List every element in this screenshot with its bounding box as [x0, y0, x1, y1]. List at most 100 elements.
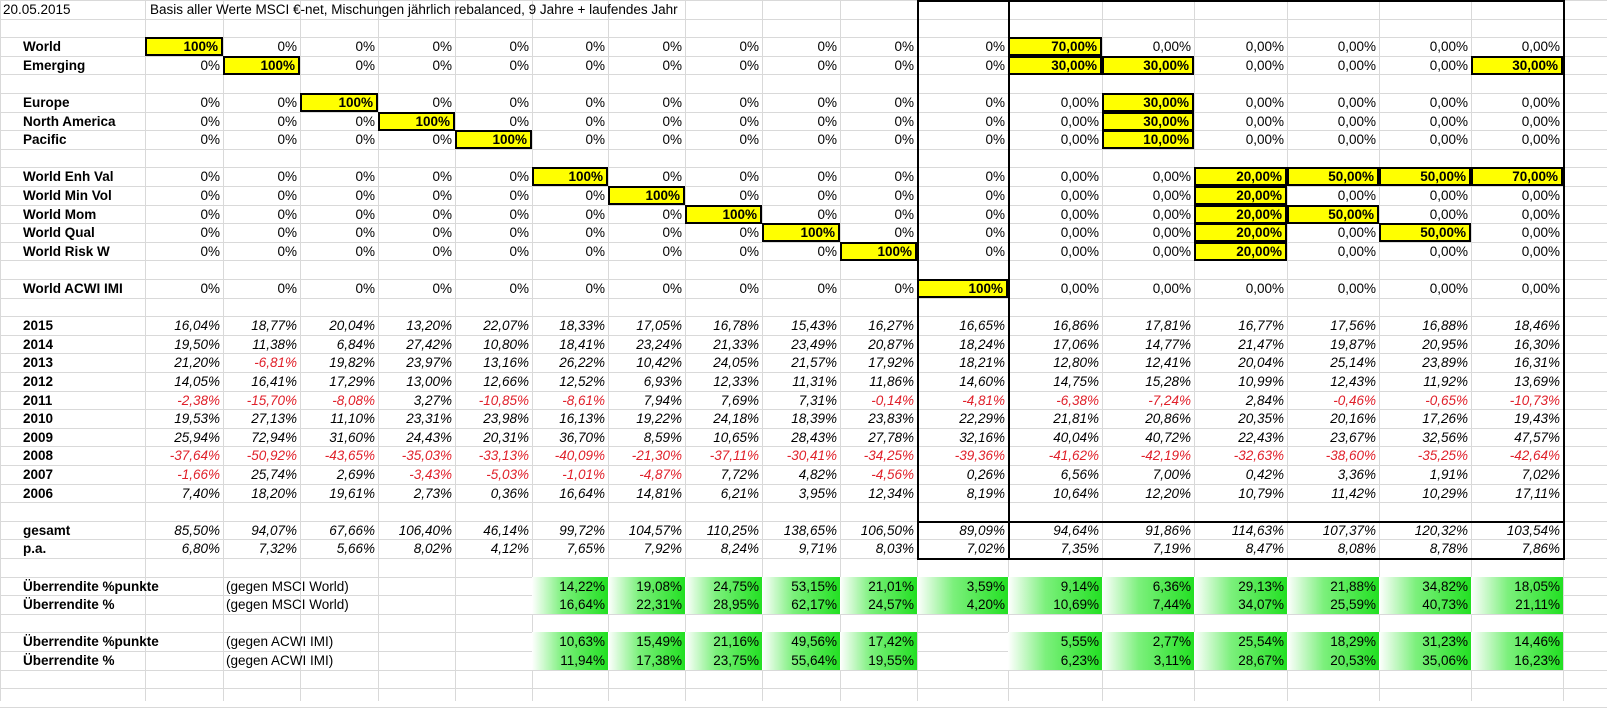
value-cell[interactable]: 0%: [985, 58, 1005, 73]
value-cell[interactable]: 0%: [585, 281, 605, 296]
value-cell[interactable]: 0%: [200, 207, 220, 222]
value-cell[interactable]: -21,30%: [631, 448, 682, 463]
value-cell[interactable]: 106,50%: [860, 523, 914, 538]
value-cell[interactable]: 0%: [355, 58, 375, 73]
value-cell[interactable]: 0,00%: [1337, 58, 1376, 73]
value-cell[interactable]: 40,04%: [1053, 430, 1099, 445]
value-cell[interactable]: 23,67%: [1330, 430, 1376, 445]
value-cell[interactable]: 30,00%: [1102, 112, 1194, 131]
value-cell[interactable]: 5,66%: [336, 541, 375, 556]
value-cell[interactable]: 23,98%: [483, 411, 529, 426]
value-cell[interactable]: -38,60%: [1325, 448, 1376, 463]
value-cell[interactable]: 17,29%: [329, 374, 375, 389]
value-cell[interactable]: 28,67%: [1194, 651, 1287, 670]
value-cell[interactable]: 18,29%: [1287, 632, 1379, 651]
value-cell[interactable]: 16,78%: [713, 318, 759, 333]
row-label[interactable]: North America: [23, 114, 116, 129]
value-cell[interactable]: -35,25%: [1417, 448, 1468, 463]
row-label[interactable]: World Mom: [23, 207, 97, 222]
value-cell[interactable]: 20,04%: [329, 318, 375, 333]
row-label[interactable]: 2015: [23, 318, 54, 333]
value-cell[interactable]: 8,47%: [1245, 541, 1284, 556]
value-cell[interactable]: 55,64%: [762, 651, 840, 670]
value-cell[interactable]: 30,00%: [1008, 56, 1102, 75]
row-label[interactable]: World Qual: [23, 225, 95, 240]
value-cell[interactable]: 0%: [355, 244, 375, 259]
value-cell[interactable]: 4,20%: [917, 595, 1008, 614]
value-cell[interactable]: -6,38%: [1056, 393, 1099, 408]
value-cell[interactable]: 47,57%: [1514, 430, 1560, 445]
value-cell[interactable]: 70,00%: [1008, 37, 1102, 56]
value-cell[interactable]: 14,05%: [174, 374, 220, 389]
value-cell[interactable]: 11,10%: [330, 411, 375, 426]
value-cell[interactable]: 0%: [509, 58, 529, 73]
value-cell[interactable]: 12,66%: [483, 374, 529, 389]
value-cell[interactable]: 0%: [739, 95, 759, 110]
value-cell[interactable]: 23,97%: [406, 355, 452, 370]
value-cell[interactable]: -43,65%: [324, 448, 375, 463]
value-cell[interactable]: 23,31%: [406, 411, 452, 426]
value-cell[interactable]: 12,80%: [1053, 355, 1099, 370]
value-cell[interactable]: 19,50%: [174, 337, 220, 352]
value-cell[interactable]: 21,20%: [174, 355, 220, 370]
value-cell[interactable]: 16,86%: [1053, 318, 1099, 333]
value-cell[interactable]: -4,87%: [639, 467, 682, 482]
row-label[interactable]: Überrendite %punkte: [23, 634, 159, 649]
value-cell[interactable]: 0,00%: [1429, 207, 1468, 222]
value-cell[interactable]: 0%: [585, 188, 605, 203]
value-cell[interactable]: 4,12%: [490, 541, 529, 556]
value-cell[interactable]: 18,05%: [1471, 577, 1563, 596]
value-cell[interactable]: 0%: [585, 58, 605, 73]
value-cell[interactable]: 0,26%: [966, 467, 1005, 482]
value-cell[interactable]: 17,26%: [1422, 411, 1468, 426]
value-cell[interactable]: 2,77%: [1102, 632, 1194, 651]
value-cell[interactable]: 0,00%: [1521, 188, 1560, 203]
value-cell[interactable]: 17,56%: [1330, 318, 1376, 333]
value-cell[interactable]: 7,92%: [643, 541, 682, 556]
value-cell[interactable]: 0%: [739, 188, 759, 203]
value-cell[interactable]: 0,00%: [1429, 58, 1468, 73]
value-cell[interactable]: 0,00%: [1152, 225, 1191, 240]
value-cell[interactable]: 0%: [200, 188, 220, 203]
value-cell[interactable]: 0%: [739, 132, 759, 147]
value-cell[interactable]: 0%: [355, 169, 375, 184]
value-cell[interactable]: 0,00%: [1060, 207, 1099, 222]
value-cell[interactable]: 0%: [817, 207, 837, 222]
value-cell[interactable]: 49,56%: [762, 632, 840, 651]
value-cell[interactable]: 0%: [662, 244, 682, 259]
value-cell[interactable]: 24,75%: [685, 577, 762, 596]
value-cell[interactable]: 7,31%: [798, 393, 837, 408]
value-cell[interactable]: 89,09%: [959, 523, 1005, 538]
value-cell[interactable]: 0%: [817, 188, 837, 203]
value-cell[interactable]: -42,19%: [1140, 448, 1191, 463]
value-cell[interactable]: 0%: [200, 132, 220, 147]
value-cell[interactable]: 0%: [509, 281, 529, 296]
value-cell[interactable]: 0%: [200, 244, 220, 259]
value-cell[interactable]: 20,04%: [1238, 355, 1284, 370]
value-cell[interactable]: 0%: [894, 188, 914, 203]
value-cell[interactable]: 2,73%: [413, 486, 452, 501]
value-cell[interactable]: 19,22%: [636, 411, 682, 426]
value-cell[interactable]: 0,00%: [1337, 244, 1376, 259]
value-cell[interactable]: 10,65%: [713, 430, 759, 445]
value-cell[interactable]: 0%: [985, 244, 1005, 259]
value-cell[interactable]: 3,95%: [798, 486, 837, 501]
row-label[interactable]: Europe: [23, 95, 70, 110]
value-cell[interactable]: 0,00%: [1521, 225, 1560, 240]
value-cell[interactable]: 7,35%: [1060, 541, 1099, 556]
value-cell[interactable]: 0%: [355, 207, 375, 222]
value-cell[interactable]: 0%: [432, 132, 452, 147]
value-cell[interactable]: 0%: [585, 244, 605, 259]
value-cell[interactable]: 24,18%: [713, 411, 759, 426]
value-cell[interactable]: 3,11%: [1102, 651, 1194, 670]
row-label[interactable]: World Risk W: [23, 244, 110, 259]
value-cell[interactable]: 0%: [432, 58, 452, 73]
value-cell[interactable]: 0,00%: [1521, 207, 1560, 222]
value-cell[interactable]: 18,77%: [251, 318, 297, 333]
value-cell[interactable]: 17,06%: [1053, 337, 1099, 352]
value-cell[interactable]: -8,08%: [332, 393, 375, 408]
value-cell[interactable]: -33,13%: [478, 448, 529, 463]
value-cell[interactable]: 16,31%: [1514, 355, 1560, 370]
value-cell[interactable]: 25,94%: [174, 430, 220, 445]
value-cell[interactable]: 0%: [985, 114, 1005, 129]
